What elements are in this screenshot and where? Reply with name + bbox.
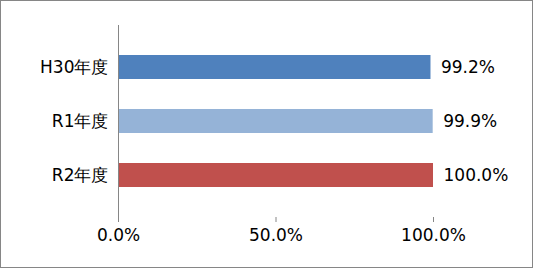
- svg-text:H30年度: H30年度: [40, 57, 108, 77]
- svg-text:99.9%: 99.9%: [443, 111, 497, 131]
- svg-text:50.0%: 50.0%: [249, 225, 303, 245]
- svg-text:100.0%: 100.0%: [401, 225, 466, 245]
- svg-text:R2年度: R2年度: [52, 165, 109, 185]
- svg-text:99.2%: 99.2%: [441, 57, 495, 77]
- svg-text:0.0%: 0.0%: [97, 225, 140, 245]
- svg-text:R1年度: R1年度: [52, 111, 109, 131]
- svg-text:100.0%: 100.0%: [444, 165, 509, 185]
